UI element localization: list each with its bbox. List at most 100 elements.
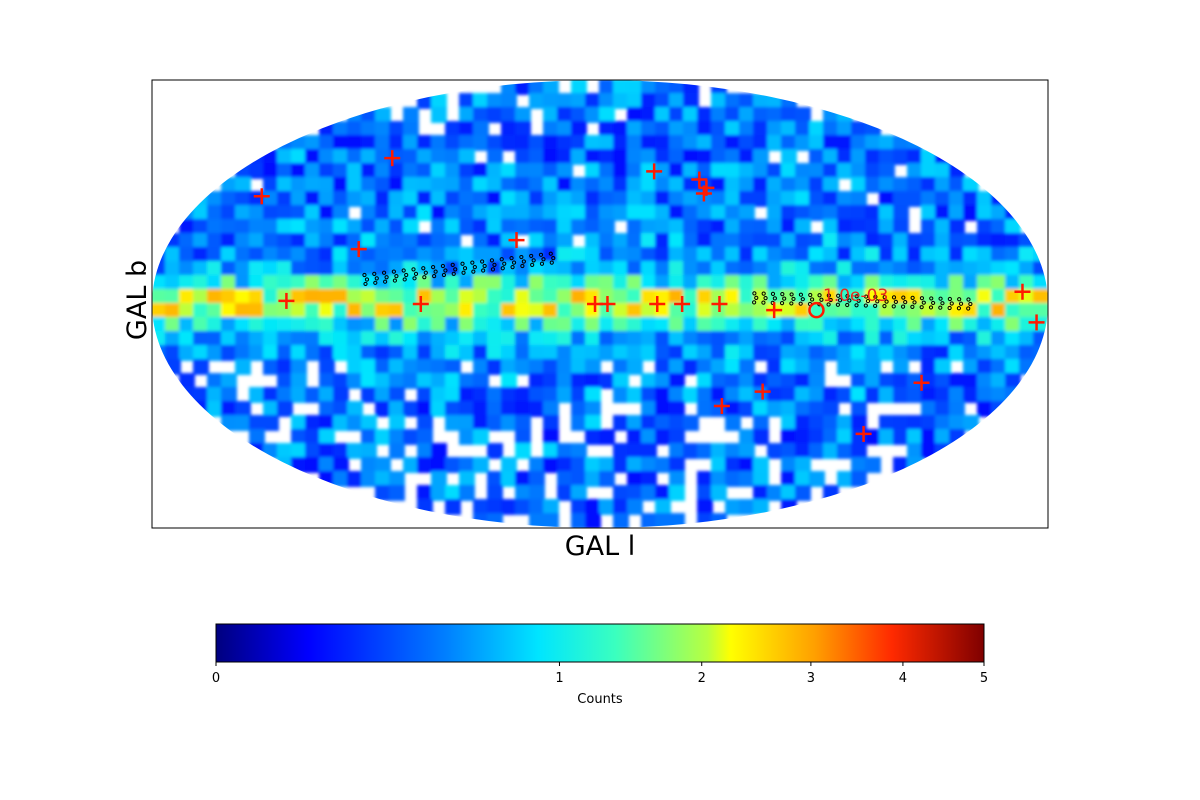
heat-tile — [193, 275, 209, 291]
heat-tile — [823, 415, 839, 431]
heat-tile — [809, 317, 825, 333]
heat-tile — [697, 345, 713, 361]
heat-tile — [263, 247, 279, 263]
heat-tile — [823, 345, 839, 361]
heat-tile — [907, 289, 923, 305]
heat-tile — [585, 429, 601, 445]
heat-tile — [543, 275, 559, 291]
heat-tile — [585, 247, 601, 263]
heat-tile — [669, 513, 685, 528]
heat-tile — [627, 135, 643, 151]
heat-tile — [949, 331, 965, 347]
heat-tile — [459, 317, 475, 333]
heat-tile — [725, 331, 741, 347]
heat-tile — [529, 345, 545, 361]
track-dot — [845, 293, 850, 299]
heat-tile — [235, 177, 251, 193]
heat-tile — [795, 233, 811, 249]
heat-tile — [879, 205, 895, 221]
heat-tile — [935, 303, 951, 319]
heat-tile — [445, 163, 461, 179]
heat-tile — [557, 93, 573, 109]
source-marker — [412, 296, 429, 312]
track-dot — [423, 270, 428, 275]
heat-tile — [739, 429, 755, 445]
heat-tile — [403, 261, 419, 277]
heat-tile — [641, 177, 657, 193]
heat-tile — [375, 471, 391, 487]
heat-tile — [641, 289, 657, 305]
heat-tile — [543, 205, 559, 221]
track-dot — [384, 275, 389, 280]
heat-tile — [753, 149, 769, 165]
heat-tile — [921, 387, 937, 403]
heat-tile — [319, 191, 335, 207]
track-dot — [530, 262, 535, 267]
heat-tile — [711, 345, 727, 361]
heat-tile — [977, 345, 993, 361]
track-dot — [761, 291, 766, 296]
heat-tile — [991, 219, 1007, 235]
heat-tile — [389, 289, 405, 305]
heat-tile — [417, 443, 433, 459]
heat-tile — [305, 135, 321, 151]
counts-heatmap — [152, 80, 1048, 528]
source-markers — [253, 150, 1045, 442]
heat-tile — [179, 261, 195, 277]
heat-tile — [571, 149, 587, 165]
track-dot — [551, 256, 556, 261]
track-dot — [441, 272, 447, 278]
source-marker — [646, 163, 663, 180]
heat-tile — [753, 247, 769, 263]
heat-tile — [753, 107, 769, 123]
heat-tile — [319, 177, 335, 193]
heat-tile — [529, 359, 545, 375]
heat-tile — [557, 177, 573, 193]
heat-tile — [669, 121, 685, 137]
heat-tile — [935, 415, 951, 431]
heat-tile — [655, 93, 671, 109]
dot-tracks — [362, 251, 973, 311]
heat-tile — [571, 331, 587, 347]
heat-tile — [417, 303, 433, 319]
heat-tile — [403, 149, 419, 165]
heat-tile — [613, 205, 629, 221]
heat-tile — [991, 345, 1007, 361]
heat-tile — [333, 163, 349, 179]
heat-tile — [683, 121, 699, 137]
source-marker — [384, 150, 401, 167]
heat-tile — [529, 80, 545, 95]
track-dot — [782, 296, 787, 301]
heat-tile — [669, 205, 685, 221]
heat-tile — [697, 163, 713, 179]
heat-tile — [459, 289, 475, 305]
heat-tile — [753, 429, 769, 445]
heat-tile — [263, 261, 279, 277]
heat-tile — [571, 247, 587, 263]
heat-tile — [417, 429, 433, 445]
heat-tile — [179, 275, 195, 291]
heat-tile — [669, 415, 685, 431]
heat-tile — [865, 387, 881, 403]
heat-tile — [249, 205, 265, 221]
track-dot — [752, 291, 757, 296]
heat-tile — [823, 261, 839, 277]
track-dot — [772, 296, 777, 301]
track-dot — [383, 279, 388, 284]
heat-tile — [305, 345, 321, 361]
heat-tile — [627, 121, 643, 137]
heat-tile — [571, 191, 587, 207]
heat-tile — [851, 177, 867, 193]
heat-tile — [361, 359, 377, 375]
track-dot — [893, 299, 898, 304]
heat-tile — [221, 177, 237, 193]
source-marker — [278, 292, 295, 309]
heat-tile — [529, 499, 545, 515]
heat-tile — [599, 135, 615, 151]
heat-tile — [963, 205, 979, 221]
heat-tile — [865, 219, 881, 235]
heat-tile — [333, 443, 349, 459]
heat-tile — [991, 317, 1007, 333]
heat-tile — [179, 205, 195, 221]
heat-tile — [431, 387, 447, 403]
